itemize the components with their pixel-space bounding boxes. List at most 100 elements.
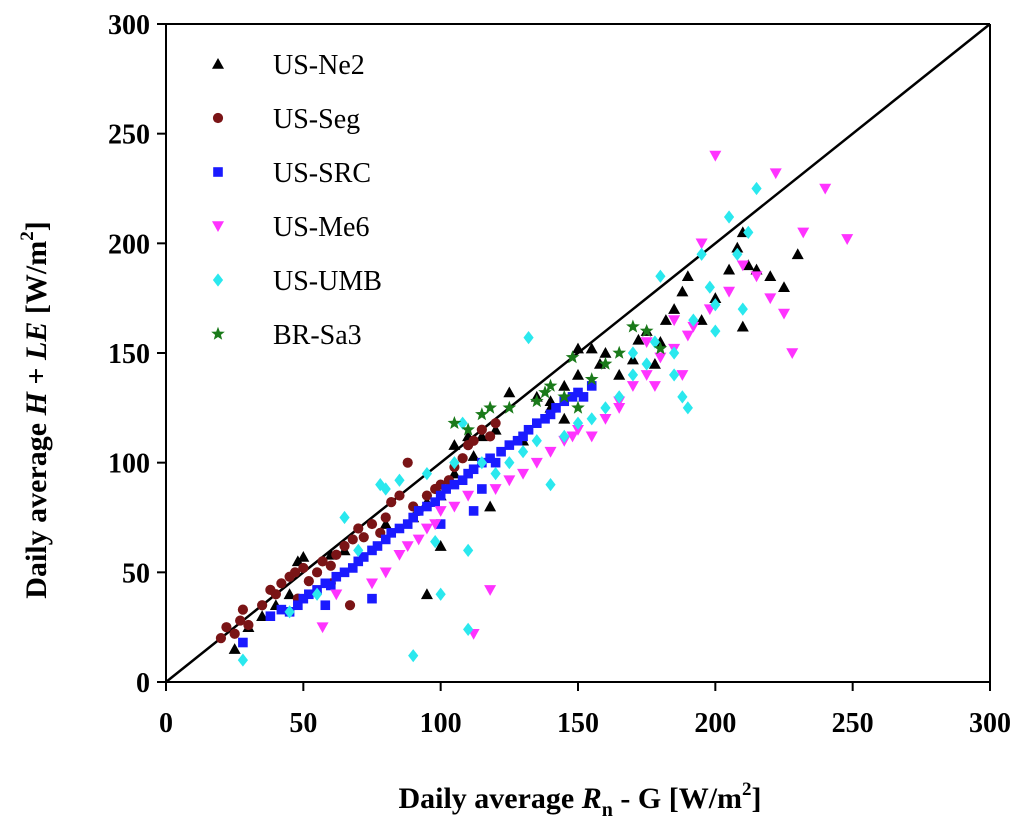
data-point — [221, 622, 232, 633]
data-point — [648, 381, 661, 392]
data-point — [640, 337, 653, 349]
data-point — [632, 333, 645, 345]
data-point — [778, 308, 790, 320]
x-tick-label: 300 — [969, 708, 1011, 739]
data-point — [393, 549, 406, 561]
x-tick-label: 50 — [289, 708, 317, 739]
data-point — [477, 484, 487, 494]
x-tick-label: 100 — [420, 708, 462, 739]
data-point — [485, 453, 495, 464]
data-point — [743, 225, 754, 239]
data-point — [485, 431, 496, 442]
tick-labels-layer: 0 50 100 150 200 250 300 0 50 100 150 200 250 300 — [108, 10, 1011, 739]
data-point — [434, 540, 447, 551]
data-point — [331, 549, 342, 560]
data-point — [283, 588, 296, 600]
data-point — [448, 501, 461, 513]
data-point — [585, 342, 598, 354]
data-point — [586, 381, 597, 391]
data-point — [688, 313, 699, 327]
data-point — [421, 467, 433, 481]
data-point — [627, 346, 639, 360]
legend-label: BR-Sa3 — [273, 320, 362, 351]
data-point — [457, 453, 468, 464]
data-point — [435, 519, 446, 529]
data-point — [344, 600, 356, 611]
data-point — [523, 331, 534, 345]
data-point — [687, 321, 700, 333]
data-point — [325, 560, 336, 571]
data-point — [586, 412, 597, 426]
data-point — [463, 622, 474, 636]
data-point — [538, 385, 552, 399]
data-point — [640, 370, 653, 381]
data-point — [585, 431, 598, 443]
data-point — [710, 324, 721, 338]
data-point — [518, 431, 528, 442]
legend-marker — [212, 112, 224, 124]
data-point — [484, 585, 497, 596]
data-point — [600, 401, 611, 415]
data-point — [723, 286, 736, 298]
data-point — [490, 457, 501, 468]
series-br-sa3 — [447, 319, 668, 436]
data-point — [468, 464, 479, 475]
data-point — [544, 446, 557, 458]
y-tick-label: 250 — [108, 120, 150, 151]
data-point — [276, 578, 287, 589]
data-point — [297, 550, 310, 562]
data-point — [572, 342, 584, 354]
data-point — [530, 457, 543, 469]
data-point — [696, 247, 707, 261]
data-point — [517, 445, 529, 459]
data-point — [530, 394, 544, 408]
data-point — [626, 319, 640, 333]
data-point — [468, 506, 479, 516]
data-point — [435, 587, 446, 601]
data-point — [228, 643, 241, 654]
data-point — [386, 528, 397, 538]
data-point — [649, 335, 661, 349]
data-point — [276, 604, 287, 615]
data-point — [386, 497, 397, 508]
data-point — [467, 450, 480, 461]
data-point — [353, 556, 364, 567]
data-point — [293, 600, 303, 611]
legend-item: US-Seg — [212, 104, 360, 135]
legend-label: US-Me6 — [273, 212, 369, 243]
data-point — [298, 562, 309, 574]
x-tick-label: 250 — [832, 708, 874, 739]
data-point — [402, 457, 413, 468]
data-point — [366, 578, 378, 590]
data-point — [375, 478, 386, 492]
data-point — [331, 571, 342, 582]
data-point — [475, 407, 489, 421]
data-point — [598, 356, 613, 370]
legend-marker — [211, 326, 225, 340]
data-point — [412, 534, 425, 546]
data-point — [709, 150, 722, 162]
data-point — [235, 615, 246, 626]
data-point — [237, 604, 249, 615]
data-point — [316, 622, 329, 634]
data-point — [677, 390, 688, 404]
data-point — [326, 580, 336, 591]
data-point — [256, 610, 269, 621]
data-point — [532, 418, 542, 428]
data-point — [379, 567, 392, 579]
data-point — [270, 589, 281, 600]
data-point — [710, 298, 721, 312]
y-tick-label: 200 — [108, 229, 150, 260]
data-point — [367, 593, 377, 604]
series-us-src — [238, 381, 597, 648]
data-point — [559, 429, 570, 443]
data-point — [496, 446, 506, 457]
data-point — [566, 431, 579, 443]
data-point — [584, 372, 599, 386]
data-point — [668, 315, 681, 327]
data-point — [669, 368, 680, 382]
data-point — [736, 260, 749, 272]
y-tick-label: 150 — [108, 339, 150, 370]
data-point — [429, 519, 442, 531]
